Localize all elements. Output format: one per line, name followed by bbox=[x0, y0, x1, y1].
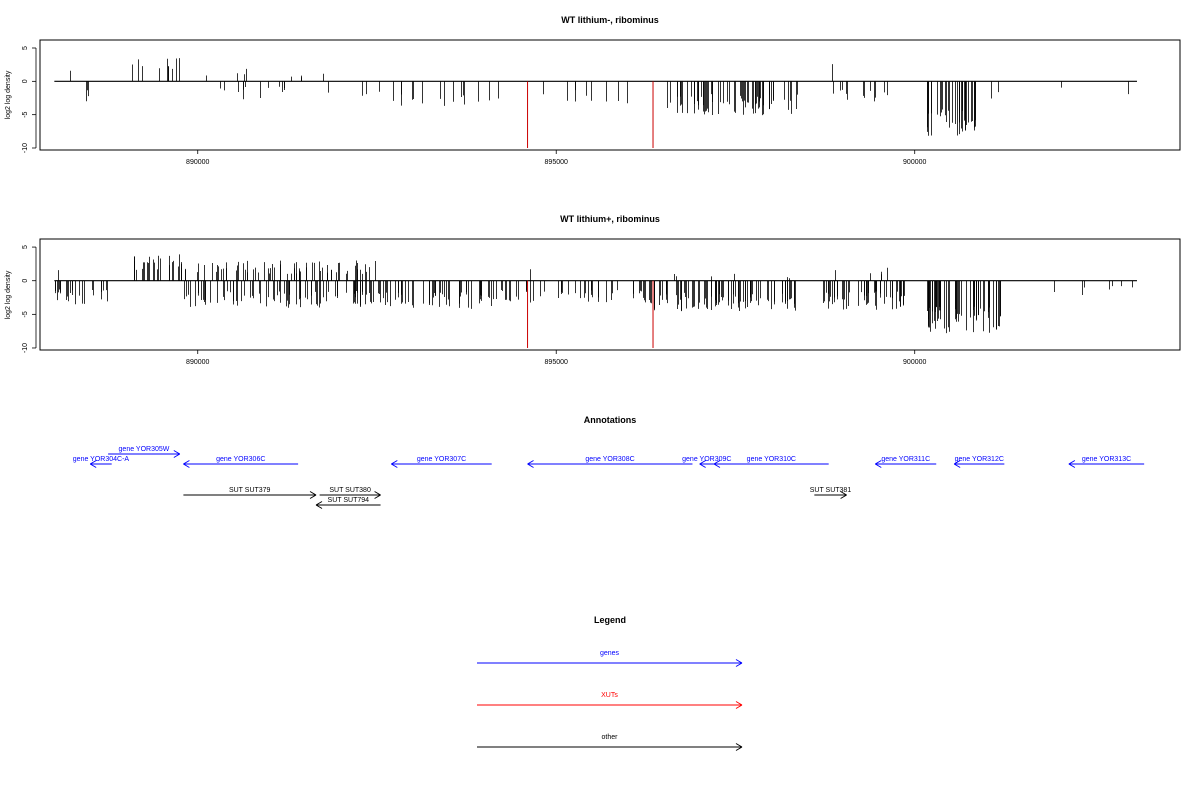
y-axis-label: log2 log density bbox=[5, 70, 12, 119]
gene-label: gene YOR307C bbox=[417, 456, 466, 463]
legend-arrow-head bbox=[735, 743, 743, 748]
x-tick-label: 895000 bbox=[545, 159, 568, 166]
gene-arrow-head bbox=[173, 450, 181, 455]
y-tick-label: -5 bbox=[22, 111, 29, 117]
gene-arrow-head bbox=[953, 460, 961, 465]
gene-arrow-head bbox=[89, 463, 97, 468]
sut-arrow-head bbox=[840, 494, 847, 499]
gene-arrow-head bbox=[183, 463, 190, 468]
gene-arrow-head bbox=[527, 460, 534, 465]
annotation-items: gene YOR304C-A gene YOR305W gene YOR306C ge… bbox=[73, 446, 1145, 509]
axes: 5 0 -5 -10 890000 895000 900000 bbox=[22, 46, 927, 166]
coverage-bars bbox=[54, 254, 1137, 348]
sut-label: SUT SUT379 bbox=[229, 487, 271, 494]
y-axis-label: log2 log density bbox=[5, 270, 12, 319]
gene-label: gene YOR309C bbox=[682, 456, 731, 463]
gene-arrow-head bbox=[183, 460, 190, 465]
legend-items: genes XUTs other bbox=[477, 650, 743, 751]
panel-title: WT lithium-, ribominus bbox=[561, 15, 659, 25]
gene-arrow-head bbox=[391, 460, 398, 465]
gene-arrow-head bbox=[527, 463, 534, 468]
sut-arrow-head bbox=[374, 491, 381, 496]
legend-arrow-head bbox=[735, 662, 743, 667]
gene-label: gene YOR313C bbox=[1082, 456, 1131, 463]
x-tick-label: 900000 bbox=[903, 159, 926, 166]
sut-label: SUT SUT381 bbox=[810, 487, 852, 494]
gene-label: gene YOR312C bbox=[955, 456, 1004, 463]
gene-arrow-head bbox=[173, 453, 181, 458]
legend-label: genes bbox=[600, 650, 620, 657]
y-tick-label: 0 bbox=[22, 79, 29, 83]
coverage-panel-lithium-plus: WT lithium+, ribominus log2 log density … bbox=[5, 214, 1181, 366]
gene-label: gene YOR308C bbox=[585, 456, 634, 463]
y-tick-label: -10 bbox=[22, 343, 29, 353]
annotations-title: Annotations bbox=[584, 415, 637, 425]
gene-arrow-head bbox=[1068, 463, 1076, 468]
x-tick-label: 895000 bbox=[545, 359, 568, 366]
plot-frame bbox=[39, 39, 1181, 151]
gene-arrow-head bbox=[875, 460, 882, 465]
gene-arrow-head bbox=[953, 463, 961, 468]
sut-arrow-head bbox=[309, 491, 317, 496]
sut-label: SUT SUT794 bbox=[328, 497, 370, 504]
sut-arrow-head bbox=[374, 494, 381, 499]
y-tick-label: 5 bbox=[22, 46, 29, 50]
gene-arrow-head bbox=[699, 460, 706, 465]
gene-label: gene YOR311C bbox=[881, 456, 930, 463]
y-tick-label: 5 bbox=[22, 245, 29, 249]
sut-arrow-head bbox=[315, 504, 323, 509]
legend-arrow-head bbox=[735, 704, 743, 709]
legend-label: other bbox=[602, 734, 619, 741]
legend: Legend genes XUTs other bbox=[477, 615, 743, 751]
y-tick-label: 0 bbox=[22, 279, 29, 283]
legend-title: Legend bbox=[594, 615, 626, 625]
coverage-panel-lithium-minus: WT lithium-, ribominus log2 log density … bbox=[5, 15, 1181, 166]
gene-label: gene YOR304C-A bbox=[73, 456, 130, 463]
x-tick-label: 890000 bbox=[186, 359, 209, 366]
gene-arrow-head bbox=[713, 463, 721, 468]
axes: 5 0 -5 -10 890000 895000 900000 bbox=[22, 245, 927, 366]
gene-arrow-head bbox=[391, 463, 398, 468]
legend-arrow-head bbox=[735, 746, 743, 751]
sut-label: SUT SUT380 bbox=[329, 487, 371, 494]
gene-arrow-head bbox=[875, 463, 882, 468]
gene-arrow-head bbox=[713, 460, 721, 465]
plot-frame bbox=[39, 238, 1181, 351]
y-tick-label: -10 bbox=[22, 143, 29, 153]
gene-arrow-head bbox=[89, 460, 97, 465]
x-tick-label: 890000 bbox=[186, 159, 209, 166]
x-tick-label: 900000 bbox=[903, 359, 926, 366]
coverage-bars bbox=[54, 58, 1137, 148]
gene-label: gene YOR306C bbox=[216, 456, 265, 463]
legend-arrow-head bbox=[735, 659, 743, 664]
panel-title: WT lithium+, ribominus bbox=[560, 214, 660, 224]
sut-arrow-head bbox=[309, 494, 317, 499]
y-tick-label: -5 bbox=[22, 311, 29, 317]
gene-label: gene YOR305W bbox=[119, 446, 170, 453]
sut-arrow-head bbox=[315, 501, 323, 506]
gene-arrow-head bbox=[699, 463, 706, 468]
legend-arrow-head bbox=[735, 701, 743, 706]
legend-label: XUTs bbox=[601, 692, 618, 699]
gene-arrow-head bbox=[1068, 460, 1076, 465]
gene-label: gene YOR310C bbox=[747, 456, 796, 463]
sut-arrow-head bbox=[840, 491, 847, 496]
